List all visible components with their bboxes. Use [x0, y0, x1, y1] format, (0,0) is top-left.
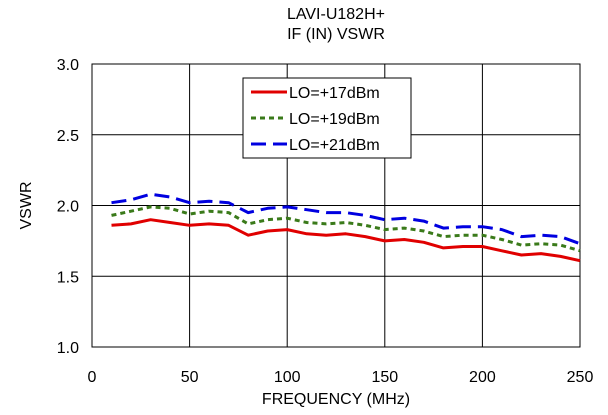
x-tick-label: 250: [567, 369, 594, 386]
legend-label-1: LO=+17dBm: [289, 85, 380, 102]
x-tick-label: 150: [371, 369, 398, 386]
series-lines: [111, 192, 581, 263]
chart-title-line-2: IF (IN) VSWR: [287, 26, 385, 43]
x-tick-label: 50: [181, 369, 199, 386]
x-tick-label: 0: [88, 369, 97, 386]
y-tick-label: 3.0: [57, 57, 79, 74]
plot-frame: [91, 63, 581, 348]
series-line-3: [111, 192, 581, 246]
y-tick-label: 1.0: [57, 340, 79, 357]
chart-title-group: LAVI-U182H+ IF (IN) VSWR: [287, 6, 385, 43]
x-axis-title: FREQUENCY (MHz): [262, 391, 410, 408]
x-tick-label: 100: [274, 369, 301, 386]
legend: LO=+17dBm LO=+19dBm LO=+21dBm: [242, 77, 412, 159]
legend-label-2: LO=+19dBm: [289, 111, 380, 128]
x-tick-labels: 0 50 100 150 200 250: [88, 369, 594, 386]
series-line-2: [111, 205, 581, 253]
x-tick-label: 200: [469, 369, 496, 386]
y-tick-label: 2.5: [57, 128, 79, 145]
y-tick-label: 1.5: [57, 269, 79, 286]
y-tick-labels: 1.0 1.5 2.0 2.5 3.0: [57, 57, 79, 357]
y-axis-title: VSWR: [18, 182, 35, 230]
chart-title-line-1: LAVI-U182H+: [287, 6, 385, 23]
y-tick-label: 2.0: [57, 199, 79, 216]
series-line-1: [111, 218, 581, 263]
legend-label-3: LO=+21dBm: [289, 137, 380, 154]
